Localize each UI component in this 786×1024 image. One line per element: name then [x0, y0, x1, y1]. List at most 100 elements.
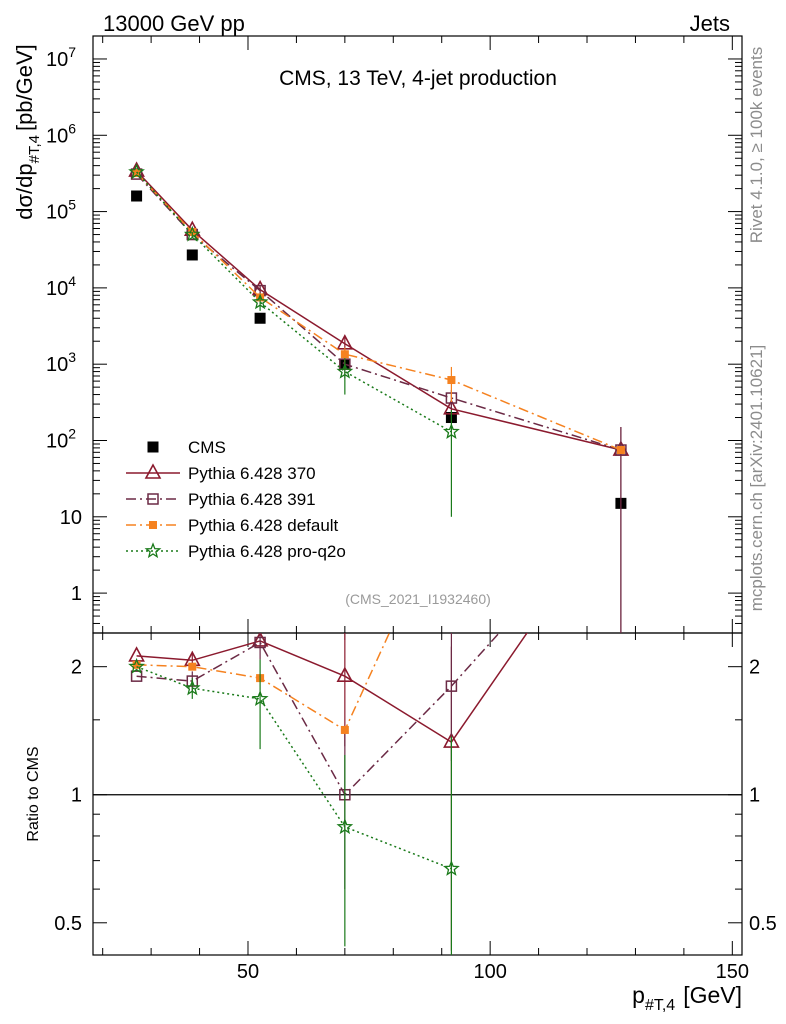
- legend-label: Pythia 6.428 default: [188, 516, 339, 535]
- main-series-group: [128, 161, 630, 633]
- ratio-y-ticks: 0.5 0.5 1 1 2 2: [54, 657, 777, 935]
- x-tick-label: 150: [716, 961, 749, 983]
- legend-item: Pythia 6.428 pro-q2o: [126, 542, 346, 561]
- legend: CMS Pythia 6.428 370 Pythia 6.428 391 Pythi…: [126, 438, 346, 561]
- x-axis-label-unit: [GeV]: [683, 982, 742, 1008]
- ratio-y-tick-label-right: 1: [749, 785, 760, 807]
- ratio-point: [336, 666, 354, 682]
- main-y-axis-label-sub: #T,4: [26, 135, 43, 163]
- x-tick-label: 100: [473, 961, 506, 983]
- ratio-y-axis-label: Ratio to CMS: [25, 746, 42, 841]
- series-0-main: [131, 190, 627, 509]
- main-y-tick-exp: 4: [68, 273, 76, 289]
- data-point: [336, 362, 354, 379]
- svg-text:p#T,4[GeV]: p#T,4 [GeV]: [632, 982, 742, 1014]
- data-point: [340, 350, 349, 359]
- ratio-series-group: [128, 633, 528, 955]
- ratio-point: [132, 660, 141, 669]
- legend-label: Pythia 6.428 pro-q2o: [188, 542, 346, 561]
- legend-item: Pythia 6.428 default: [126, 516, 339, 535]
- ratio-line: [136, 633, 528, 744]
- ratio-point: [254, 636, 266, 649]
- ratio-point: [442, 859, 460, 876]
- ratio-line: [136, 666, 452, 870]
- data-point: [251, 293, 269, 310]
- data-point: [615, 444, 627, 456]
- legend-label: Pythia 6.428 391: [188, 490, 316, 509]
- legend-label: CMS: [188, 438, 226, 457]
- data-point: [447, 376, 456, 385]
- x-axis-label-sub: #T,4: [645, 997, 675, 1014]
- main-y-tick-label: 102: [46, 425, 76, 452]
- main-y-tick-label: 1: [71, 583, 82, 605]
- legend-label: Pythia 6.428 370: [188, 464, 316, 483]
- legend-marker: [147, 441, 159, 453]
- ratio-y-tick-label-right: 2: [749, 657, 760, 679]
- legend-marker: [144, 542, 162, 559]
- ratio-point: [445, 680, 458, 692]
- header-beam-label: 13000 GeV pp: [103, 11, 245, 36]
- main-y-tick-base: 10: [46, 202, 68, 224]
- series-line: [136, 172, 622, 451]
- main-y-axis-label-main: dσ/dp: [12, 163, 37, 219]
- x-ticks: 50 100 150: [102, 36, 749, 983]
- header-process-label: Jets: [690, 11, 730, 36]
- series-line: [136, 170, 622, 451]
- main-y-tick-exp: 3: [68, 349, 76, 365]
- legend-marker: [144, 463, 162, 479]
- data-point: [186, 249, 198, 261]
- series-line: [136, 171, 452, 433]
- ratio-line: [136, 633, 391, 732]
- series-3-main: [132, 169, 625, 455]
- data-point: [616, 446, 625, 455]
- main-y-tick-base: 10: [46, 430, 68, 452]
- ratio-point: [188, 662, 197, 671]
- data-point: [183, 225, 201, 242]
- main-y-tick-base: 10: [46, 278, 68, 300]
- analysis-tag: (CMS_2021_I1932460): [345, 591, 491, 607]
- main-y-tick-label: 103: [46, 349, 76, 376]
- main-y-tick-exp: 6: [68, 120, 76, 136]
- main-y-tick-label: 10: [60, 507, 82, 529]
- ratio-line: [136, 633, 501, 796]
- ratio-point: [336, 818, 354, 835]
- main-y-tick-base: 10: [46, 125, 68, 147]
- legend-marker: [149, 521, 157, 529]
- main-y-tick-base: 10: [46, 354, 68, 376]
- rivet-version-label: Rivet 4.1.0, ≥ 100k events: [747, 47, 766, 243]
- ratio-point: [251, 690, 269, 707]
- main-y-tick-base: 10: [46, 49, 68, 71]
- main-y-axis-label: dσ/dp#T,4 [pb/GeV]: [12, 44, 43, 220]
- main-y-tick-label: 104: [46, 273, 76, 300]
- x-axis-label-main: p: [632, 982, 645, 1008]
- main-y-tick-exp: 2: [68, 425, 76, 441]
- ratio-y-tick-label: 2: [71, 657, 82, 679]
- ratio-y-tick-label-right: 0.5: [749, 913, 777, 935]
- ratio-panel-frame: [92, 632, 743, 956]
- series-line: [136, 173, 622, 451]
- x-tick-label: 50: [237, 961, 259, 983]
- ratio-y-tick-label: 0.5: [54, 913, 82, 935]
- main-y-tick-label: 107: [46, 44, 76, 71]
- ratio-point: [183, 679, 201, 696]
- main-y-tick-label: 106: [46, 120, 76, 147]
- data-point: [131, 190, 143, 202]
- x-axis-label: p#T,4 [GeV]: [632, 982, 742, 1014]
- data-point: [442, 423, 460, 439]
- main-y-axis-label-unit: [pb/GeV]: [12, 44, 37, 131]
- main-y-tick-exp: 5: [68, 197, 76, 213]
- ratio-point: [340, 725, 349, 734]
- main-y-tick-exp: 7: [68, 44, 76, 60]
- data-point: [128, 163, 145, 180]
- mcplots-label: mcplots.cern.ch [arXiv:2401.10621]: [747, 345, 766, 611]
- legend-item: Pythia 6.428 370: [126, 463, 316, 483]
- chart-title: CMS, 13 TeV, 4-jet production: [279, 67, 557, 90]
- ratio-point: [128, 657, 145, 674]
- legend-marker: [147, 493, 159, 505]
- data-point: [254, 312, 266, 324]
- legend-item: Pythia 6.428 391: [126, 490, 316, 509]
- ratio-point: [130, 670, 143, 682]
- ratio-y-tick-label: 1: [71, 785, 82, 807]
